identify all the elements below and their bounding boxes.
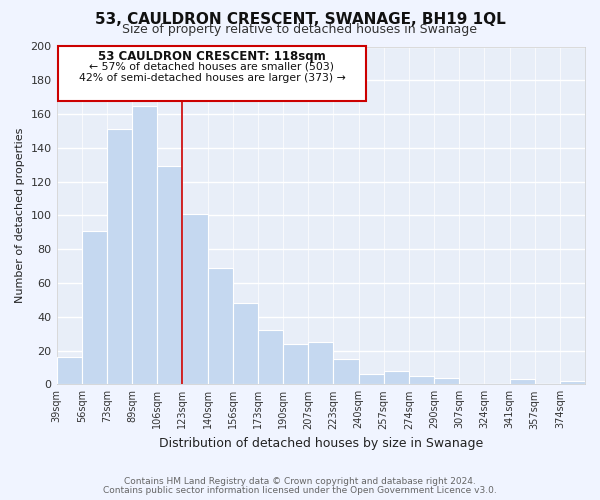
Bar [334,359,359,384]
Text: Contains HM Land Registry data © Crown copyright and database right 2024.: Contains HM Land Registry data © Crown c… [124,477,476,486]
X-axis label: Distribution of detached houses by size in Swanage: Distribution of detached houses by size … [158,437,483,450]
Bar [82,230,107,384]
Bar [434,378,459,384]
Bar [132,106,157,384]
Bar [359,374,383,384]
Bar [383,371,409,384]
Bar [308,342,334,384]
Bar [157,166,182,384]
Bar [182,214,208,384]
Bar [208,268,233,384]
Text: 53, CAULDRON CRESCENT, SWANAGE, BH19 1QL: 53, CAULDRON CRESCENT, SWANAGE, BH19 1QL [95,12,505,26]
Text: ← 57% of detached houses are smaller (503): ← 57% of detached houses are smaller (50… [89,62,334,72]
Bar [56,358,82,384]
Bar [107,130,132,384]
Bar [509,379,535,384]
Bar [58,46,366,100]
Bar [283,344,308,385]
Text: 42% of semi-detached houses are larger (373) →: 42% of semi-detached houses are larger (… [79,72,346,83]
Bar [409,376,434,384]
Bar [560,381,585,384]
Text: Contains public sector information licensed under the Open Government Licence v3: Contains public sector information licen… [103,486,497,495]
Bar [233,303,258,384]
Y-axis label: Number of detached properties: Number of detached properties [15,128,25,303]
Text: Size of property relative to detached houses in Swanage: Size of property relative to detached ho… [122,24,478,36]
Bar [258,330,283,384]
Text: 53 CAULDRON CRESCENT: 118sqm: 53 CAULDRON CRESCENT: 118sqm [98,50,326,63]
